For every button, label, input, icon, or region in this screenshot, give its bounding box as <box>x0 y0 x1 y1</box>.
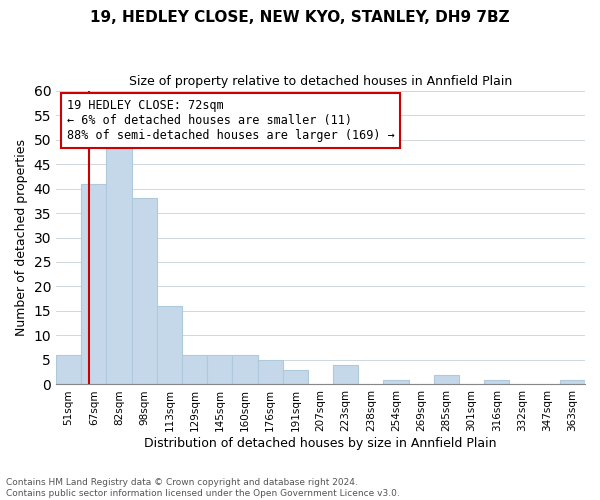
Bar <box>333 365 358 384</box>
Bar <box>560 380 585 384</box>
Title: Size of property relative to detached houses in Annfield Plain: Size of property relative to detached ho… <box>129 75 512 88</box>
Bar <box>207 355 232 384</box>
Bar <box>182 355 207 384</box>
Bar <box>157 306 182 384</box>
Text: 19, HEDLEY CLOSE, NEW KYO, STANLEY, DH9 7BZ: 19, HEDLEY CLOSE, NEW KYO, STANLEY, DH9 … <box>90 10 510 25</box>
Bar <box>56 355 81 384</box>
X-axis label: Distribution of detached houses by size in Annfield Plain: Distribution of detached houses by size … <box>144 437 497 450</box>
Bar <box>81 184 106 384</box>
Text: 19 HEDLEY CLOSE: 72sqm
← 6% of detached houses are smaller (11)
88% of semi-deta: 19 HEDLEY CLOSE: 72sqm ← 6% of detached … <box>67 100 394 142</box>
Bar <box>383 380 409 384</box>
Bar <box>106 140 131 384</box>
Bar <box>232 355 257 384</box>
Bar <box>434 374 459 384</box>
Y-axis label: Number of detached properties: Number of detached properties <box>15 139 28 336</box>
Bar <box>283 370 308 384</box>
Bar <box>484 380 509 384</box>
Text: Contains HM Land Registry data © Crown copyright and database right 2024.
Contai: Contains HM Land Registry data © Crown c… <box>6 478 400 498</box>
Bar <box>257 360 283 384</box>
Bar <box>131 198 157 384</box>
